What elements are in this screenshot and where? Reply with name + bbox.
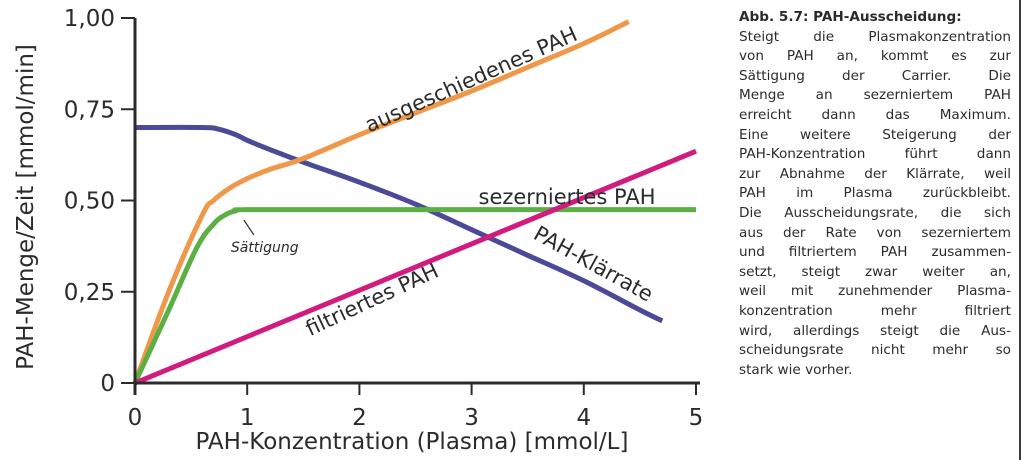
caption-line: konzentration mehr filtriert (739, 302, 1011, 319)
x-tick-label: 0 (128, 405, 143, 431)
series-label-sezerniertes-pah: sezerniertes PAH (478, 185, 655, 209)
y-tick-label: 0,25 (64, 280, 115, 306)
x-tick-label: 4 (576, 405, 591, 431)
series-line-sezerniertes-pah (132, 207, 697, 385)
caption-text: Abb. 5.7: PAH-Ausscheidung: Steigt die P… (739, 8, 1011, 380)
caption-line: erreicht dann das Maximum. (739, 106, 1011, 123)
annotation-label: Sättigung (231, 240, 299, 256)
x-tick-label: 3 (464, 405, 479, 431)
caption-line: PAH-Konzentration führt dann (739, 146, 1011, 163)
series-labels: ausgeschiedenes PAH sezerniertes PAH filtr… (231, 22, 657, 341)
y-axis-label: PAH-Menge/Zeit [mmol/min] (13, 44, 39, 370)
caption-line: Die Ausscheidungsrate, die sich (739, 204, 1011, 221)
caption-line: weil mit zunehmender Plasma- (739, 283, 1011, 300)
caption-line: PAH im Plasma zurückbleibt. (739, 185, 1011, 202)
caption-line: scheidungsrate nicht mehr so (739, 342, 1011, 359)
x-tick-label: 5 (689, 405, 704, 431)
caption-title: Abb. 5.7: PAH-Ausscheidung: (739, 9, 962, 25)
series-line-filtriertes-pah (134, 148, 697, 386)
y-tick-label: 0,75 (64, 97, 115, 123)
x-axis-label: PAH-Konzentration (Plasma) [mmol/L] (196, 429, 629, 455)
y-tick-label: 0 (100, 371, 115, 397)
caption-line: stark wie vorher. (739, 361, 853, 378)
caption-line: Steigt die Plasmakonzentration (739, 28, 1011, 45)
series-layer (132, 19, 697, 386)
series-label-filtriertes-pah: filtriertes PAH (302, 258, 442, 340)
caption-line: aus der Rate von sezerniertem (739, 224, 1011, 241)
series-line-ausgeschiedenes-pah (132, 19, 630, 384)
caption-line: Sättigung der Carrier. Die (739, 67, 1011, 84)
caption-line: wird, allerdings steigt die Aus- (739, 322, 1011, 339)
caption-line: von PAH an, kommt es zur (739, 48, 1011, 65)
figure-caption: Abb. 5.7: PAH-Ausscheidung: Steigt die P… (739, 8, 1011, 380)
x-tick-label: 1 (240, 405, 255, 431)
y-tick-label: 1,00 (64, 6, 115, 32)
axes-layer: 0 1 2 3 4 5 0 0,25 0,50 0,75 1,00 (64, 6, 704, 431)
pah-chart: 0 1 2 3 4 5 0 0,25 0,50 0,75 1,00 ausgeschiedenes … (13, 6, 704, 455)
annotation-leader (243, 219, 255, 236)
page-edge-rule (1019, 0, 1021, 460)
series-line-klaerrate (134, 124, 664, 324)
caption-line: Eine weitere Steigerung der (739, 126, 1011, 143)
y-tick-label: 0,50 (64, 189, 115, 215)
caption-line: und filtriertem PAH zusammen- (739, 244, 1011, 261)
caption-line: setzt, steigt zwar weiter an, (739, 263, 1011, 280)
series-label-ausgeschiedenes-pah: ausgeschiedenes PAH (361, 22, 580, 137)
caption-line: Menge an sezerniertem PAH (739, 87, 1011, 104)
caption-line: zur Abnahme der Klärrate, weil (739, 165, 1011, 182)
x-tick-label: 2 (352, 405, 367, 431)
